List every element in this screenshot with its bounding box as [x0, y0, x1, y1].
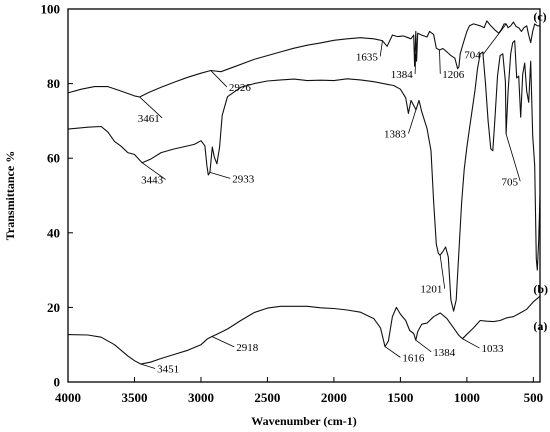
y-axis: 0 20 40 60 80 100	[41, 2, 73, 390]
y-tick-label: 0	[54, 375, 61, 390]
peak-annotation: 1206	[442, 69, 465, 81]
annotation-leader	[209, 171, 231, 179]
x-tick-label: 500	[524, 390, 544, 405]
peak-annotation: 1635	[356, 51, 379, 63]
x-tick-label: 3500	[121, 390, 147, 405]
y-tick-label: 20	[47, 300, 60, 315]
peak-annotation: 704	[464, 49, 481, 61]
annotation-leader	[210, 70, 228, 88]
x-tick-label: 2500	[254, 390, 280, 405]
series-line-b	[67, 40, 541, 312]
chart-annotations: 3451 2918 1616 1384 1033 3443 2933 1383 1201 705 3…	[138, 9, 548, 375]
x-tick-label: 2000	[321, 390, 347, 405]
peak-annotation: 1384	[433, 347, 456, 359]
peak-annotation: 3443	[141, 174, 164, 186]
peak-annotation: 1201	[420, 284, 442, 296]
y-tick-label: 40	[47, 225, 60, 240]
series-line-a	[67, 295, 541, 365]
y-tick-label: 80	[47, 76, 60, 91]
x-tick-label: 3000	[188, 390, 214, 405]
annotation-leader	[211, 336, 235, 348]
peak-annotation: 1384	[391, 69, 414, 81]
x-tick-label: 1000	[454, 390, 480, 405]
annotation-leader	[415, 339, 432, 353]
annotation-leader	[462, 338, 480, 349]
curve-label: (b)	[533, 282, 548, 296]
y-tick-label: 100	[41, 2, 61, 17]
annotation-leader	[482, 23, 507, 55]
annotation-leader	[141, 162, 166, 180]
annotation-leader	[140, 363, 156, 369]
peak-annotation: 1033	[481, 343, 504, 355]
peak-annotation: 1616	[402, 352, 425, 364]
annotation-leader	[439, 255, 446, 289]
x-tick-label: 4000	[55, 390, 81, 405]
chart-curves	[67, 20, 541, 365]
x-axis-title: Wavenumber (cm-1)	[251, 414, 356, 428]
annotation-leader	[414, 53, 417, 74]
series-line-c	[67, 20, 540, 98]
x-axis: 4000 3500 3000 2500 2000 1500 1000 500	[55, 377, 543, 405]
peak-annotation: 2926	[229, 82, 252, 94]
annotation-leader	[379, 40, 383, 57]
annotation-leader	[439, 50, 441, 74]
peak-annotation: 2918	[236, 342, 258, 354]
peak-annotation: 3451	[157, 364, 179, 376]
x-tick-label: 1500	[387, 390, 413, 405]
y-axis-title: Transmittance %	[3, 151, 17, 240]
y-tick-label: 60	[47, 151, 60, 166]
annotation-leader	[384, 346, 401, 358]
peak-annotation: 3461	[138, 113, 160, 125]
peak-annotation: 2933	[232, 173, 255, 185]
annotation-leader	[139, 96, 163, 119]
peak-annotation: 705	[501, 176, 518, 188]
plot-frame	[67, 8, 541, 383]
peak-annotation: 1383	[384, 129, 407, 141]
annotation-leader	[505, 133, 521, 182]
annotation-leader	[408, 109, 417, 134]
